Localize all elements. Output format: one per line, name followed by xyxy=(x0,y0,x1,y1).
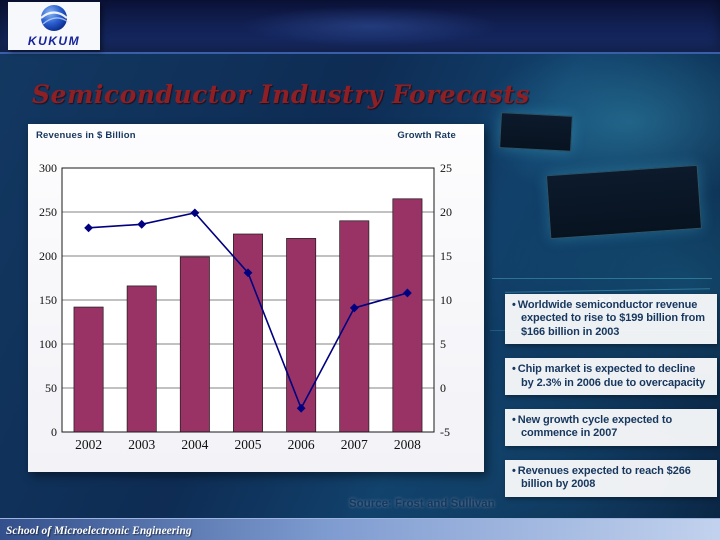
footer-bar xyxy=(0,518,720,540)
note-text: Worldwide semiconductor revenue expected… xyxy=(517,299,705,338)
svg-text:20: 20 xyxy=(440,205,452,219)
bullet-icon: • xyxy=(512,464,516,477)
header-glow xyxy=(240,6,500,46)
svg-text:15: 15 xyxy=(440,249,452,263)
kukum-globe-icon: KUKUM xyxy=(28,5,80,48)
svg-text:2008: 2008 xyxy=(394,437,421,452)
svg-text:50: 50 xyxy=(45,381,57,395)
note-item: • Worldwide semiconductor revenue expecte… xyxy=(505,294,717,345)
svg-text:300: 300 xyxy=(39,161,57,175)
svg-text:150: 150 xyxy=(39,293,57,307)
svg-text:2007: 2007 xyxy=(341,437,368,452)
svg-text:-5: -5 xyxy=(440,425,450,439)
footer-text: School of Microelectronic Engineering xyxy=(6,525,192,537)
svg-text:2002: 2002 xyxy=(75,437,102,452)
svg-text:0: 0 xyxy=(51,425,57,439)
svg-text:200: 200 xyxy=(39,249,57,263)
svg-text:10: 10 xyxy=(440,293,452,307)
bullet-icon: • xyxy=(512,299,516,311)
chart-card: Revenues in $ Billion Growth Rate 300 250… xyxy=(28,124,484,472)
header-bar xyxy=(0,0,720,54)
svg-text:2005: 2005 xyxy=(235,437,262,452)
note-text: Revenues expected to reach $266 billion … xyxy=(517,464,691,491)
svg-text:2006: 2006 xyxy=(288,437,315,452)
pcb-trace xyxy=(505,288,710,293)
note-item: • Revenues expected to reach $266 billion… xyxy=(505,459,717,497)
svg-text:5: 5 xyxy=(440,337,446,351)
note-item: • Chip market is expected to decline by 2… xyxy=(505,358,717,396)
svg-text:2004: 2004 xyxy=(181,437,208,452)
note-item: • New growth cycle expected to commence i… xyxy=(505,409,717,446)
note-text: Chip market is expected to decline by 2.… xyxy=(517,363,706,389)
svg-text:0: 0 xyxy=(440,381,446,395)
bullet-icon: • xyxy=(512,414,516,427)
notes-panel: • Worldwide semiconductor revenue expecte… xyxy=(505,294,717,497)
pcb-chip xyxy=(545,164,703,240)
svg-text:250: 250 xyxy=(39,205,57,219)
svg-text:25: 25 xyxy=(440,161,452,175)
logo-text: KUKUM xyxy=(28,34,80,48)
left-axis-title: Revenues in $ Billion xyxy=(36,130,136,141)
source-text: Source: Frost and Sullivan xyxy=(349,498,495,510)
page-title: Semiconductor Industry Forecasts xyxy=(32,80,530,109)
right-axis-title: Growth Rate xyxy=(397,130,456,141)
bullet-icon: • xyxy=(512,363,516,376)
pcb-trace xyxy=(492,278,712,279)
svg-text:2003: 2003 xyxy=(128,437,155,452)
pcb-chip xyxy=(499,112,573,152)
note-text: New growth cycle expected to commence in… xyxy=(517,414,673,440)
logo: KUKUM xyxy=(8,2,100,50)
svg-text:100: 100 xyxy=(39,337,57,351)
